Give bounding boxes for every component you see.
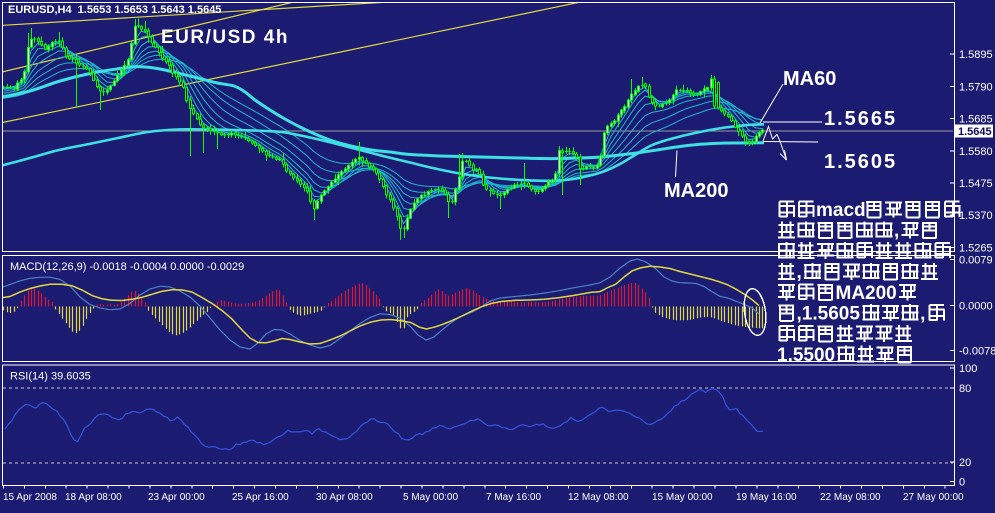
svg-text:27 May 00:00: 27 May 00:00	[903, 492, 964, 503]
svg-text:23 Apr 00:00: 23 Apr 00:00	[148, 492, 205, 503]
svg-text:18 Apr 08:00: 18 Apr 08:00	[65, 492, 122, 503]
svg-text:19 May 16:00: 19 May 16:00	[736, 492, 797, 503]
svg-text:1.5605: 1.5605	[824, 151, 897, 173]
svg-text:1.5790: 1.5790	[959, 81, 993, 93]
svg-text:EUR/USD 4h: EUR/USD 4h	[161, 27, 289, 48]
svg-text:1.5500: 1.5500	[777, 345, 835, 366]
svg-text:15 Apr 2008: 15 Apr 2008	[3, 492, 57, 503]
svg-text:MACD(12,26,9) -0.0018 -0.0004: MACD(12,26,9) -0.0018 -0.0004 0.0000 -0.…	[10, 261, 244, 273]
svg-text:5 May 00:00: 5 May 00:00	[403, 492, 458, 503]
svg-text:,: ,	[920, 304, 925, 325]
svg-text:MA60: MA60	[783, 68, 836, 90]
svg-text:0.0000: 0.0000	[959, 301, 993, 313]
svg-text:0.0079: 0.0079	[959, 255, 993, 267]
svg-text:20: 20	[959, 457, 971, 469]
svg-text:22 May 08:00: 22 May 08:00	[820, 492, 881, 503]
svg-text:12 May 08:00: 12 May 08:00	[568, 492, 629, 503]
svg-text:1.5895: 1.5895	[959, 49, 993, 61]
svg-text:1.5645: 1.5645	[958, 126, 992, 138]
svg-text:,1.5605: ,1.5605	[797, 304, 861, 325]
svg-text:1.5370: 1.5370	[959, 210, 993, 222]
svg-text:RSI(14) 39.6035: RSI(14) 39.6035	[10, 371, 91, 383]
svg-text:80: 80	[959, 383, 971, 395]
svg-text:30 Apr 08:00: 30 Apr 08:00	[316, 492, 373, 503]
svg-text:15 May 00:00: 15 May 00:00	[652, 492, 713, 503]
svg-text:7 May 16:00: 7 May 16:00	[486, 492, 541, 503]
svg-text:1.5665: 1.5665	[824, 108, 897, 130]
svg-text:1.5580: 1.5580	[959, 146, 993, 158]
svg-text:EURUSD,H4 1.5653 1.5653 1.564: EURUSD,H4 1.5653 1.5653 1.5643 1.5645	[8, 4, 221, 16]
svg-text:100: 100	[959, 363, 977, 375]
svg-text:,: ,	[797, 262, 802, 283]
svg-text:macd: macd	[816, 200, 866, 221]
svg-text:MA200: MA200	[664, 180, 728, 202]
svg-text:1.5685: 1.5685	[959, 114, 993, 126]
svg-text:1.5265: 1.5265	[959, 242, 993, 254]
svg-text:1.5475: 1.5475	[959, 178, 993, 190]
svg-text:0: 0	[959, 477, 965, 489]
svg-text:MA200: MA200	[836, 283, 897, 304]
svg-text:25 Apr 16:00: 25 Apr 16:00	[232, 492, 289, 503]
svg-text:,: ,	[894, 221, 899, 242]
svg-text:-0.0078: -0.0078	[959, 346, 995, 358]
